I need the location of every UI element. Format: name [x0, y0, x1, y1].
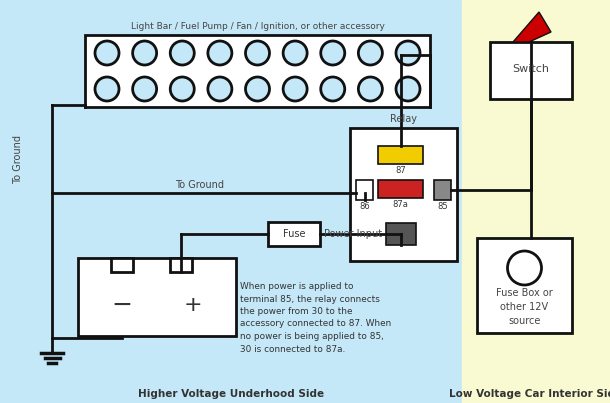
Circle shape: [321, 77, 345, 101]
Bar: [378, 180, 423, 198]
Text: Switch: Switch: [512, 64, 550, 73]
Text: 30: 30: [396, 247, 406, 256]
Text: Low Voltage Car Interior Side: Low Voltage Car Interior Side: [450, 389, 610, 399]
Text: Fuse: Fuse: [283, 229, 305, 239]
Polygon shape: [513, 12, 551, 42]
Circle shape: [283, 41, 307, 65]
Bar: [434, 180, 451, 200]
Text: To Ground: To Ground: [176, 180, 224, 190]
Circle shape: [245, 41, 270, 65]
Circle shape: [396, 77, 420, 101]
Text: Light Bar / Fuel Pump / Fan / Ignition, or other accessory: Light Bar / Fuel Pump / Fan / Ignition, …: [131, 22, 384, 31]
Text: +: +: [184, 295, 202, 315]
Text: 86: 86: [359, 202, 370, 211]
Circle shape: [132, 41, 157, 65]
Text: Higher Voltage Underhood Side: Higher Voltage Underhood Side: [138, 389, 324, 399]
Bar: [356, 180, 373, 200]
Text: −: −: [112, 293, 133, 317]
Circle shape: [321, 41, 345, 65]
Text: When power is applied to
terminal 85, the relay connects
the power from 30 to th: When power is applied to terminal 85, th…: [240, 282, 391, 353]
Circle shape: [132, 77, 157, 101]
Bar: [268, 222, 320, 246]
Circle shape: [359, 77, 382, 101]
Circle shape: [95, 41, 119, 65]
Circle shape: [170, 77, 194, 101]
Circle shape: [359, 41, 382, 65]
Bar: [0, 0, 462, 403]
Bar: [78, 258, 236, 336]
Bar: [477, 238, 572, 333]
Text: 87a: 87a: [393, 200, 409, 209]
Bar: [170, 258, 192, 272]
Text: 85: 85: [437, 202, 448, 211]
Bar: [490, 42, 572, 99]
Circle shape: [208, 77, 232, 101]
Bar: [85, 35, 430, 107]
Text: Relay: Relay: [390, 114, 417, 124]
Circle shape: [208, 41, 232, 65]
Circle shape: [508, 251, 542, 285]
Bar: [378, 146, 423, 164]
Circle shape: [170, 41, 194, 65]
Text: Power Input: Power Input: [324, 229, 382, 239]
Circle shape: [283, 77, 307, 101]
Text: To Ground: To Ground: [13, 135, 23, 185]
Bar: [350, 128, 457, 261]
Circle shape: [95, 77, 119, 101]
Bar: [462, 0, 610, 403]
Circle shape: [245, 77, 270, 101]
Bar: [111, 258, 133, 272]
Bar: [386, 223, 416, 245]
Text: Fuse Box or
other 12V
source: Fuse Box or other 12V source: [496, 289, 553, 326]
Circle shape: [396, 41, 420, 65]
Text: 87: 87: [395, 166, 406, 175]
